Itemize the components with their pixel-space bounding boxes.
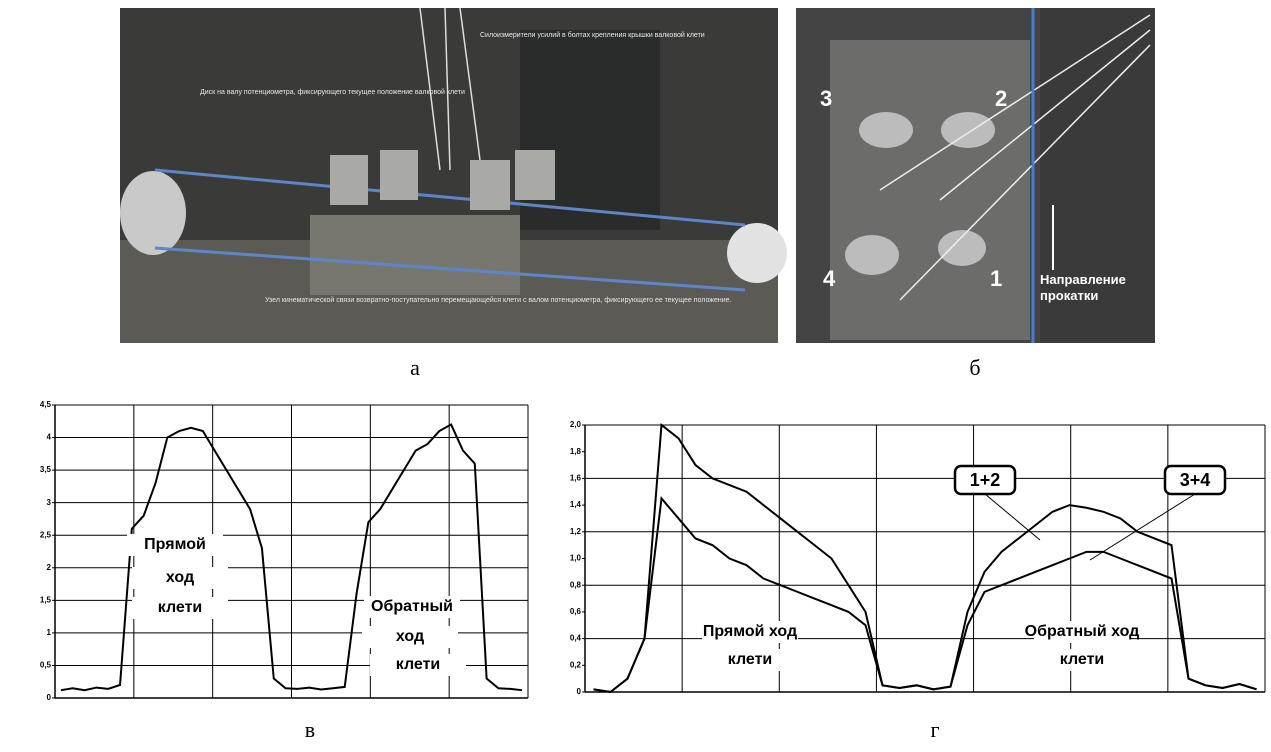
label-bg (370, 654, 466, 676)
y-tick-label: 0,8 (570, 580, 582, 589)
y-tick-label: 2 (47, 563, 52, 572)
y-tick-label: 4,5 (40, 400, 52, 409)
y-tick-label: 0,4 (570, 634, 582, 643)
caption: а (410, 355, 420, 380)
label-bg (362, 626, 458, 648)
direction-label: Направление прокатки (1040, 272, 1126, 303)
annotation: ход (396, 628, 424, 645)
legend-box (1163, 464, 1227, 496)
annotation: клети (396, 656, 441, 673)
trace (593, 423, 1257, 694)
y-tick-label: 1,4 (570, 500, 582, 509)
y-tick-label: 4 (47, 433, 52, 442)
annotation: клети (1060, 651, 1105, 668)
caption: в (305, 717, 315, 742)
annotation: Прямой (144, 536, 206, 553)
y-tick-label: 1,8 (570, 447, 582, 456)
y-tick-label: 0 (577, 687, 582, 696)
annotation: Прямой ход (703, 623, 797, 640)
label-bg (702, 621, 798, 643)
y-tick-label: 0 (47, 693, 52, 702)
caption: б (969, 355, 980, 380)
y-tick-label: 1,2 (570, 527, 582, 536)
leader (984, 493, 1041, 541)
y-tick-label: 1 (47, 628, 52, 637)
annotation: Обратный ход (1025, 623, 1140, 640)
annotation: клети (728, 651, 773, 668)
callout: Узел кинематической связи возвратно-пост… (265, 296, 732, 304)
y-tick-label: 0,2 (570, 660, 582, 669)
load-cell-label: 2 (995, 86, 1007, 111)
label-bg (702, 649, 798, 671)
y-tick-label: 2,0 (570, 420, 582, 429)
load-cell-label: 3 (820, 86, 832, 111)
label-bg (132, 567, 228, 589)
annotation: Обратный (371, 598, 453, 615)
load-cell-label: 4 (823, 266, 836, 291)
y-tick-label: 1,6 (570, 474, 582, 483)
legend-label: 3+4 (1180, 470, 1211, 490)
legend-box (953, 464, 1017, 496)
y-tick-label: 0,6 (570, 607, 582, 616)
photo-b: 3 2 4 1 Направление прокатки (796, 8, 1155, 343)
y-tick-label: 1,0 (570, 554, 582, 563)
y-tick-label: 2,5 (40, 530, 52, 539)
label-bg (1034, 649, 1130, 671)
y-tick-label: 1,5 (40, 595, 52, 604)
label-bg (127, 534, 223, 556)
annotation: ход (166, 569, 194, 586)
load-cell-label: 1 (990, 266, 1002, 291)
legend-label: 1+2 (970, 470, 1001, 490)
caption: г (930, 717, 939, 742)
callout: Диск на валу потенциометра, фиксирующего… (200, 88, 465, 96)
callout: Силоизмерители усилий в болтах крепления… (480, 31, 705, 39)
trace (60, 423, 523, 692)
label-bg (1034, 621, 1130, 643)
trace (593, 496, 1257, 694)
label-bg (364, 596, 460, 618)
y-tick-label: 3 (47, 498, 52, 507)
label-bg (132, 597, 228, 619)
y-tick-label: 0,5 (40, 661, 52, 670)
annotation: клети (158, 599, 203, 616)
photo-a: Силоизмерители усилий в болтах крепления… (120, 7, 787, 343)
y-tick-label: 3,5 (40, 465, 52, 474)
leader (1089, 493, 1196, 561)
